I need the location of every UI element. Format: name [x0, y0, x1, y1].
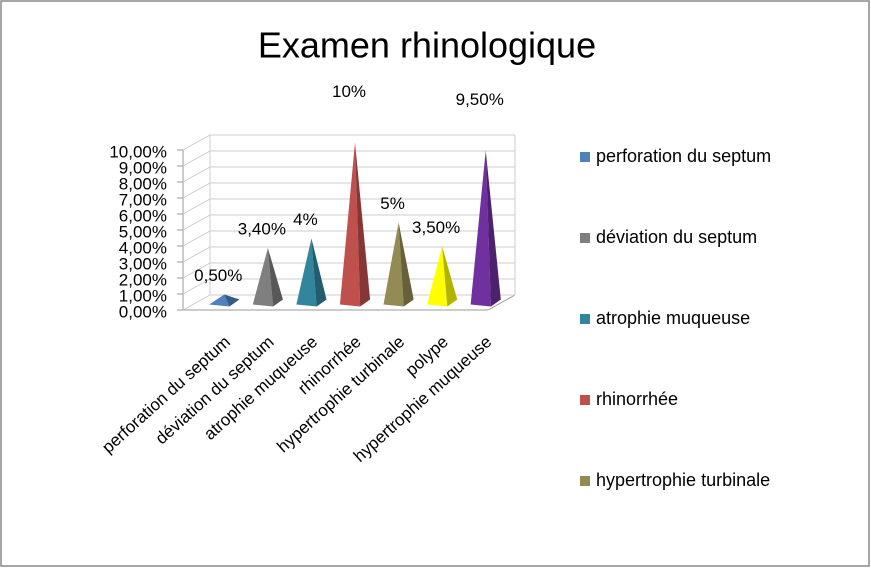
grid-line: [182, 198, 515, 215]
grid-line: [182, 166, 515, 183]
pyramid-face: [470, 150, 491, 307]
grid-line: [182, 294, 515, 311]
y-tick-label: 5,00%: [119, 222, 167, 241]
y-tick-label: 7,00%: [119, 190, 167, 209]
pyramid-face: [339, 142, 361, 307]
legend-marker: [580, 395, 590, 405]
pyramid-face: [296, 238, 317, 307]
pyramid-face: [442, 246, 458, 307]
chart-title: Examen rhinologique: [258, 25, 596, 66]
pyramid-face: [224, 294, 240, 307]
pyramid-face: [311, 238, 327, 307]
floor-line: [487, 294, 516, 311]
pyramid-face: [311, 238, 327, 307]
y-tick-label: 9,00%: [119, 158, 167, 177]
legend-marker: [580, 314, 590, 324]
data-label: 4%: [293, 210, 318, 229]
y-tick-label: 10,00%: [109, 142, 167, 161]
pyramid: [252, 248, 283, 307]
data-label: 10%: [332, 82, 366, 101]
pyramid-face: [267, 248, 283, 307]
legend-label: rhinorrhée: [596, 389, 678, 409]
pyramid: [427, 246, 458, 307]
legend-marker: [580, 233, 590, 243]
grid-line: [182, 182, 515, 199]
y-tick-label: 6,00%: [119, 206, 167, 225]
pyramid-face: [267, 248, 283, 307]
y-tick-label: 1,00%: [119, 286, 167, 305]
pyramid-face: [398, 222, 414, 307]
legend-label: hypertrophie turbinale: [596, 470, 770, 490]
pyramid: [209, 294, 240, 307]
pyramid-face: [485, 150, 501, 307]
data-label: 5%: [380, 194, 405, 213]
pyramid-face: [485, 150, 501, 307]
pyramid-face: [355, 142, 371, 307]
pyramid-face: [355, 142, 371, 307]
grid-line: [182, 214, 515, 231]
pyramid-face: [252, 248, 274, 307]
grid-line: [182, 150, 515, 167]
pyramid: [296, 238, 327, 307]
y-tick-label: 4,00%: [119, 238, 167, 257]
data-label: 3,50%: [412, 218, 460, 237]
pyramid-face: [383, 222, 404, 307]
legend-label: déviation du septum: [596, 227, 757, 247]
grid-line: [182, 278, 515, 295]
y-tick-label: 0,00%: [119, 302, 167, 321]
grid-line: [182, 262, 515, 279]
legend-marker: [580, 152, 590, 162]
legend-label: perforation du septum: [596, 146, 771, 166]
data-label: 9,50%: [456, 90, 504, 109]
legend-marker: [580, 476, 590, 486]
pyramid: [383, 222, 414, 307]
pyramid-face: [427, 246, 448, 307]
pyramid: [339, 142, 371, 307]
grid-line: [182, 134, 515, 151]
y-tick-label: 3,00%: [119, 254, 167, 273]
legend-label: atrophie muqueuse: [596, 308, 750, 328]
pyramid-face: [442, 246, 458, 307]
pyramid-face: [224, 294, 240, 307]
grid-line: [182, 230, 515, 247]
pyramid-face: [209, 294, 230, 307]
data-label: 3,40%: [238, 220, 286, 239]
data-label: 0,50%: [194, 266, 242, 285]
pyramid: [470, 150, 501, 307]
y-tick-label: 8,00%: [119, 174, 167, 193]
grid-line: [182, 246, 515, 263]
pyramid-face: [398, 222, 414, 307]
y-tick-label: 2,00%: [119, 270, 167, 289]
